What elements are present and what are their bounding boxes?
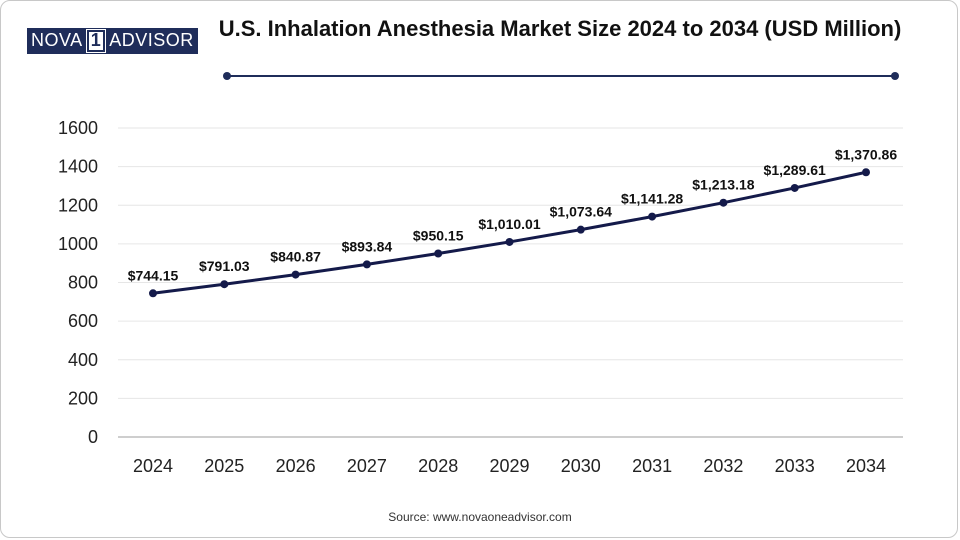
data-point	[790, 183, 799, 192]
x-tick-label: 2032	[703, 456, 743, 476]
data-label: $1,141.28	[621, 191, 683, 207]
y-tick-label: 400	[68, 350, 98, 370]
brand-logo-right: ADVISOR	[106, 29, 197, 53]
data-label: $744.15	[128, 267, 179, 283]
data-point	[434, 249, 443, 258]
x-tick-label: 2029	[489, 456, 529, 476]
legend-line-start-marker	[223, 72, 231, 80]
data-label: $1,370.86	[835, 146, 897, 162]
x-tick-label: 2030	[561, 456, 601, 476]
brand-logo: NOVA 1 ADVISOR	[27, 28, 198, 54]
data-label: $840.87	[270, 249, 321, 265]
x-tick-label: 2027	[347, 456, 387, 476]
y-tick-label: 1600	[58, 118, 98, 138]
data-point	[719, 198, 728, 207]
y-tick-label: 1200	[58, 195, 98, 215]
y-tick-label: 800	[68, 273, 98, 293]
data-point	[220, 280, 229, 289]
y-tick-label: 1000	[58, 234, 98, 254]
data-point	[576, 225, 585, 234]
y-tick-label: 1400	[58, 157, 98, 177]
data-point	[505, 237, 514, 246]
data-point	[291, 270, 300, 279]
data-label: $950.15	[413, 228, 464, 244]
data-label: $1,213.18	[692, 177, 754, 193]
legend-line-end-marker	[891, 72, 899, 80]
chart-title: U.S. Inhalation Anesthesia Market Size 2…	[218, 16, 902, 41]
data-label: $1,010.01	[478, 216, 540, 232]
x-tick-label: 2033	[775, 456, 815, 476]
data-label: $893.84	[342, 238, 393, 254]
source-note: Source: www.novaoneadvisor.com	[388, 510, 572, 524]
data-point	[362, 260, 371, 269]
data-label: $791.03	[199, 258, 250, 274]
series-line	[152, 170, 867, 295]
y-tick-label: 0	[88, 427, 98, 447]
brand-logo-mid: 1	[86, 30, 106, 52]
data-point	[149, 289, 157, 298]
x-tick-label: 2031	[632, 456, 672, 476]
data-point	[648, 212, 657, 221]
x-tick-label: 2026	[276, 456, 316, 476]
y-tick-label: 200	[68, 388, 98, 408]
x-tick-label: 2025	[204, 456, 244, 476]
x-tick-label: 2034	[846, 456, 886, 476]
data-label: $1,073.64	[550, 204, 612, 220]
x-tick-label: 2028	[418, 456, 458, 476]
x-tick-label: 2024	[133, 456, 173, 476]
brand-logo-left: NOVA	[28, 29, 86, 53]
data-label: $1,289.61	[764, 162, 826, 178]
y-tick-label: 600	[68, 311, 98, 331]
data-point	[862, 168, 870, 177]
